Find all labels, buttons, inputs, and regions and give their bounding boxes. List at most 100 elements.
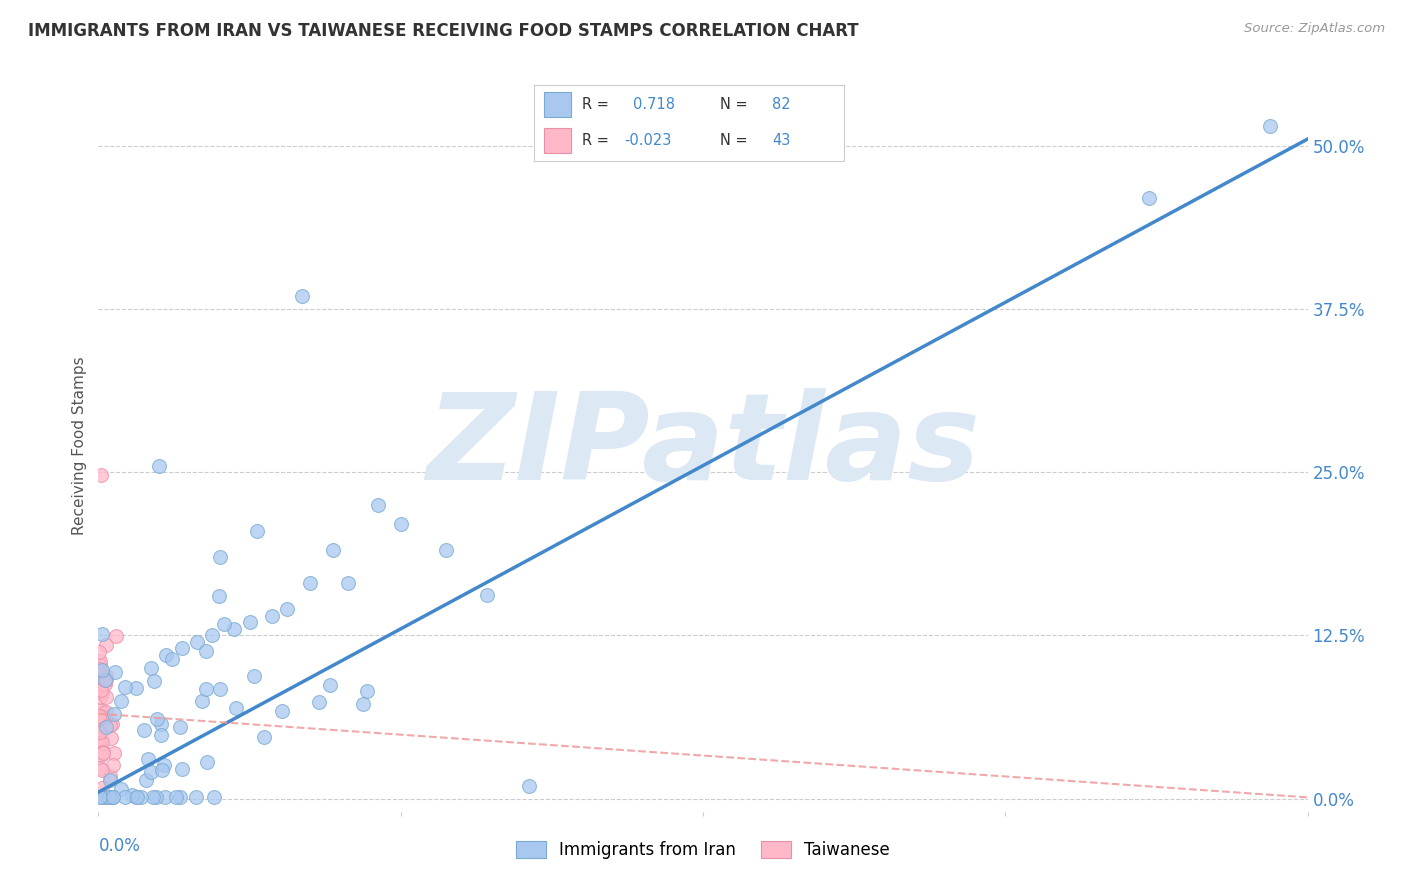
Point: [169, 721, 191, 735]
Y-axis label: Receiving Food Stamps: Receiving Food Stamps: [72, 357, 87, 535]
Point: [517, 779, 540, 793]
Point: [271, 704, 294, 718]
Point: [172, 763, 194, 777]
Point: [103, 746, 125, 760]
Point: [121, 788, 143, 802]
Point: [90, 733, 112, 747]
Point: [208, 589, 231, 603]
Point: [96, 673, 118, 688]
Point: [91, 706, 114, 720]
Point: [129, 790, 152, 805]
Point: [110, 782, 132, 797]
Point: [100, 731, 122, 745]
Point: [201, 628, 224, 642]
Point: [90, 664, 112, 678]
Point: [155, 648, 177, 662]
Text: R =: R =: [582, 133, 609, 148]
Point: [194, 681, 217, 696]
Point: [389, 517, 412, 532]
Point: [224, 622, 246, 636]
Point: [89, 703, 111, 717]
Point: [91, 686, 114, 700]
Point: [145, 790, 167, 805]
Point: [89, 736, 111, 750]
Point: [149, 728, 172, 742]
Point: [291, 289, 314, 303]
Point: [90, 790, 112, 805]
Point: [94, 720, 117, 734]
Point: [142, 673, 165, 688]
Point: [89, 761, 111, 775]
Point: [246, 524, 269, 538]
Point: [103, 790, 125, 805]
Point: [94, 690, 117, 704]
Point: [434, 543, 457, 558]
Point: [90, 763, 112, 777]
Point: [202, 790, 225, 805]
Point: [91, 714, 114, 728]
Point: [87, 723, 110, 737]
Point: [356, 684, 378, 698]
Bar: [544, 93, 571, 118]
Point: [186, 790, 208, 805]
Point: [101, 757, 124, 772]
Point: [214, 617, 236, 632]
Text: N =: N =: [720, 133, 748, 148]
Point: [96, 790, 118, 805]
Legend: Immigrants from Iran, Taiwanese: Immigrants from Iran, Taiwanese: [509, 834, 897, 865]
Point: [299, 576, 322, 591]
Bar: [544, 128, 571, 153]
Point: [209, 681, 232, 696]
Point: [367, 498, 389, 512]
Point: [135, 772, 157, 787]
Point: [89, 654, 111, 668]
Point: [89, 790, 111, 805]
Point: [319, 678, 342, 692]
Text: IMMIGRANTS FROM IRAN VS TAIWANESE RECEIVING FOOD STAMPS CORRELATION CHART: IMMIGRANTS FROM IRAN VS TAIWANESE RECEIV…: [28, 22, 859, 40]
Point: [87, 708, 110, 723]
Point: [101, 790, 124, 805]
Point: [103, 706, 125, 721]
Point: [110, 694, 132, 708]
Point: [186, 635, 208, 649]
Point: [1258, 119, 1281, 133]
Point: [170, 641, 193, 656]
Point: [98, 718, 121, 732]
Point: [153, 790, 176, 805]
Text: ZIPatlas: ZIPatlas: [426, 387, 980, 505]
Point: [94, 669, 117, 683]
Point: [142, 790, 165, 805]
Point: [114, 790, 136, 805]
Point: [141, 661, 163, 675]
Point: [125, 681, 148, 695]
Point: [89, 657, 111, 672]
Point: [148, 458, 170, 473]
Point: [195, 756, 218, 770]
Point: [262, 608, 284, 623]
Point: [149, 716, 172, 731]
Point: [139, 764, 162, 779]
Text: 0.718: 0.718: [633, 97, 675, 112]
Text: Source: ZipAtlas.com: Source: ZipAtlas.com: [1244, 22, 1385, 36]
Point: [91, 780, 114, 795]
Point: [91, 746, 114, 760]
Point: [352, 698, 374, 712]
Point: [98, 790, 121, 805]
Point: [225, 701, 247, 715]
Point: [190, 693, 212, 707]
Text: 0.0%: 0.0%: [98, 838, 141, 855]
Point: [98, 769, 121, 783]
Point: [96, 790, 118, 805]
Point: [91, 745, 114, 759]
Point: [195, 644, 218, 658]
Point: [89, 644, 111, 658]
Point: [276, 602, 298, 616]
Point: [91, 736, 114, 750]
Point: [89, 690, 111, 704]
Point: [104, 629, 127, 643]
Point: [136, 752, 159, 766]
Point: [90, 747, 112, 762]
Point: [94, 677, 117, 691]
Point: [322, 543, 344, 558]
Point: [125, 790, 148, 805]
